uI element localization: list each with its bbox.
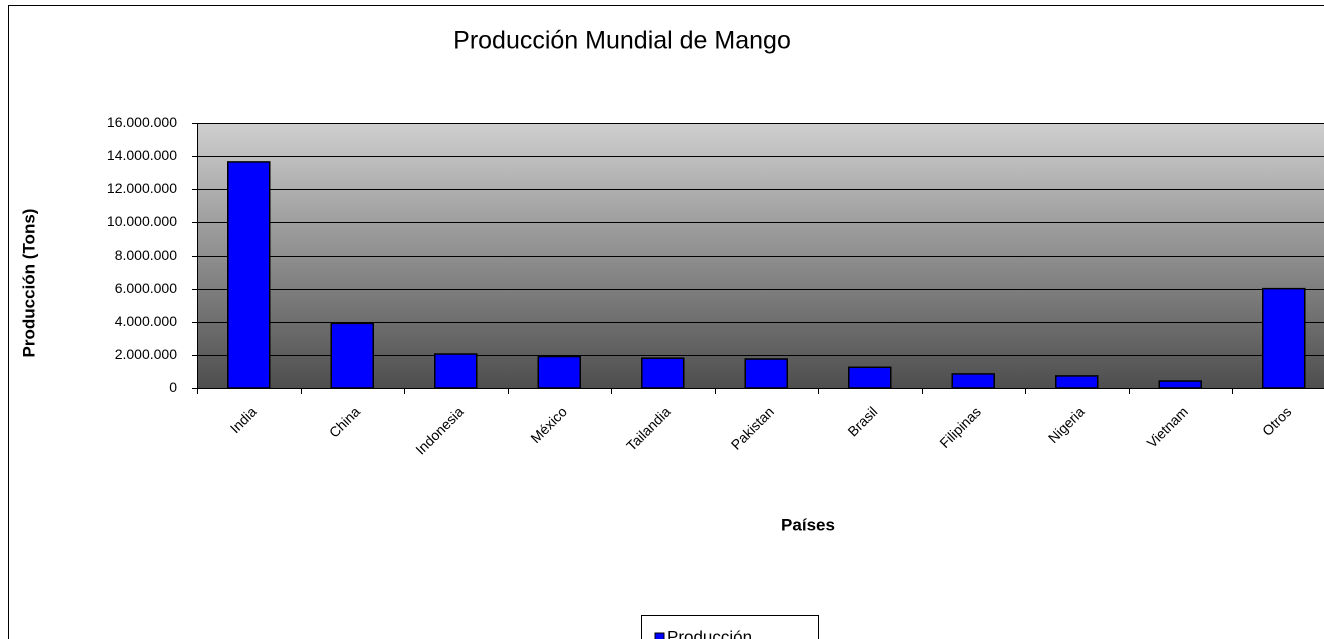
y-tick-label: 12.000.000 [107,180,177,196]
bar [1158,380,1202,389]
y-tick-label: 10.000.000 [107,213,177,229]
bar [434,353,478,389]
y-tick-label: 4.000.000 [115,313,177,329]
y-tick-label: 2.000.000 [115,346,177,362]
bar [1262,287,1306,389]
y-tick-label: 14.000.000 [107,147,177,163]
bar [951,373,995,389]
y-tick-label: 8.000.000 [115,247,177,263]
bar [330,322,374,389]
y-axis-title: Producción (Tons) [19,209,38,358]
x-axis-title: Países [781,515,835,534]
legend-swatch [654,632,665,639]
bar [1055,375,1099,389]
legend-label: Producción [667,627,752,639]
bar [848,366,892,389]
bar [537,355,581,389]
y-tick-label: 0 [169,379,177,395]
chart-title: Producción Mundial de Mango [453,27,791,55]
y-tick-label: 16.000.000 [107,114,177,130]
plot-area [197,123,1324,388]
y-tick-label: 6.000.000 [115,280,177,296]
bar [641,357,685,389]
legend [641,615,819,639]
bar [227,161,271,389]
bar [744,358,788,389]
